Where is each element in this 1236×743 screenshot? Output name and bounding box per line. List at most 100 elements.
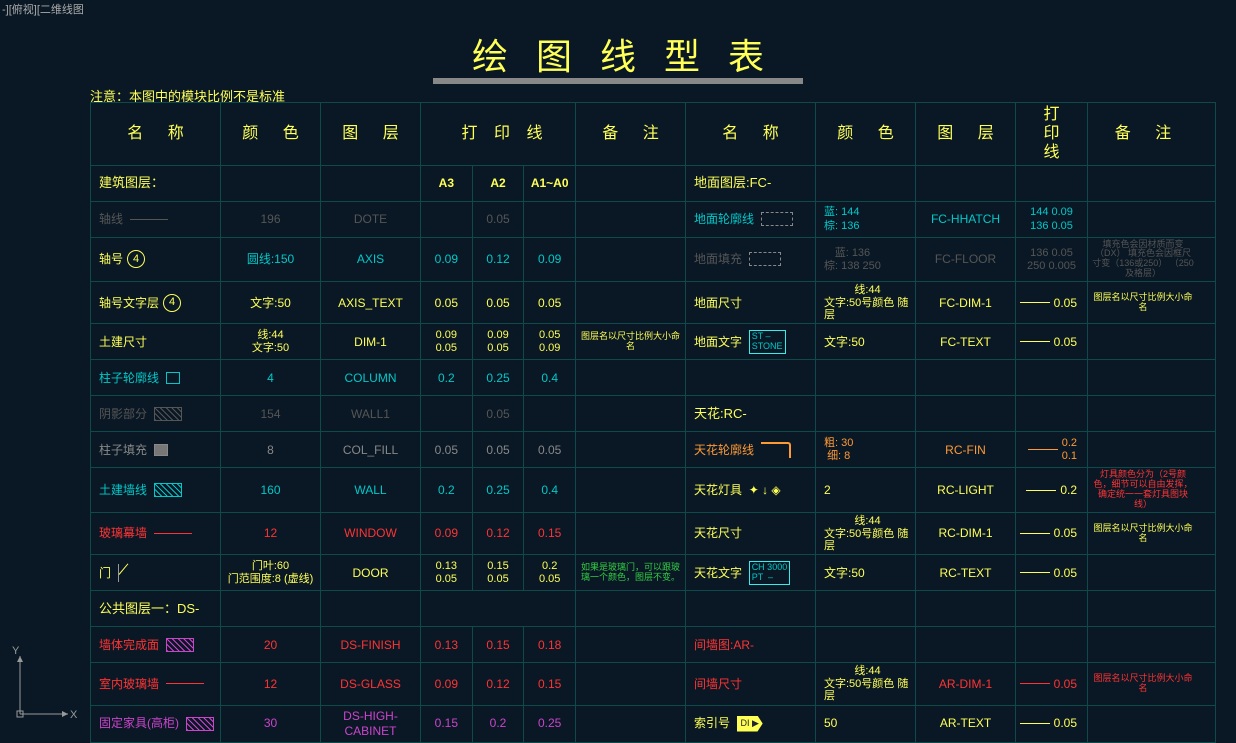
row-name-r: 地面填充 bbox=[686, 238, 816, 282]
row-note bbox=[576, 282, 686, 323]
row-color: 30 bbox=[221, 706, 321, 742]
row-color: 20 bbox=[221, 627, 321, 662]
row-note-r: 图层名以尺寸比例大小命名 bbox=[1088, 282, 1198, 323]
row-layer: COLUMN bbox=[321, 360, 421, 395]
table-row: 墙体完成面 20 DS-FINISH 0.130.150.18 间墙图:AR- bbox=[91, 627, 1215, 663]
row-print-r: 0.05 bbox=[1016, 324, 1088, 359]
hdr-print-r: 打 印 线 bbox=[1016, 103, 1088, 165]
row-note bbox=[576, 238, 686, 282]
row-layer: AXIS_TEXT bbox=[321, 282, 421, 323]
table-row: 玻璃幕墙 12 WINDOW 0.090.120.15 天花尺寸 线:44文字:… bbox=[91, 513, 1215, 555]
row-print: 0.150.20.25 bbox=[421, 706, 576, 742]
tab-label: -][俯视][二维线图 bbox=[2, 1, 84, 17]
row-color: 12 bbox=[221, 663, 321, 704]
row-name: 轴线 bbox=[91, 202, 221, 237]
row-note bbox=[576, 432, 686, 467]
row-note bbox=[576, 706, 686, 742]
row-note-r: 图层名以尺寸比例大小命名 bbox=[1088, 513, 1198, 554]
table-row: 室内玻璃墙 12 DS-GLASS 0.090.120.15 间墙尺寸 线:44… bbox=[91, 663, 1215, 705]
hdr-layer-r: 图 层 bbox=[916, 103, 1016, 165]
row-print: 0.090.120.15 bbox=[421, 513, 576, 554]
table-row: 固定家具(高柜) 30 DS-HIGH-CABINET 0.150.20.25 … bbox=[91, 706, 1215, 742]
row-name: 墙体完成面 bbox=[91, 627, 221, 662]
row-layer: DS-HIGH-CABINET bbox=[321, 706, 421, 742]
row-name-r: 地面轮廓线 bbox=[686, 202, 816, 237]
row-print: 0.090.050.090.050.050.09 bbox=[421, 324, 576, 359]
hdr-color-l: 颜 色 bbox=[221, 103, 321, 165]
row-name: 轴号 4 bbox=[91, 238, 221, 282]
hdr-layer-l: 图 层 bbox=[321, 103, 421, 165]
row-print-r: 144 0.09136 0.05 bbox=[1016, 202, 1088, 237]
row-note bbox=[576, 663, 686, 704]
row-layer: AXIS bbox=[321, 238, 421, 282]
row-name-r: 天花轮廓线 bbox=[686, 432, 816, 467]
hdr-name-l: 名 称 bbox=[91, 103, 221, 165]
row-color-r: 文字:50 bbox=[816, 324, 916, 359]
row-name: 室内玻璃墙 bbox=[91, 663, 221, 704]
row-note-r: 图层名以尺寸比例大小命名 bbox=[1088, 663, 1198, 704]
section-label-r: 地面图层:FC- bbox=[686, 166, 816, 201]
row-name: 柱子轮廓线 bbox=[91, 360, 221, 395]
row-print: 0.050.050.05 bbox=[421, 282, 576, 323]
row-print: 0.090.120.09 bbox=[421, 238, 576, 282]
table-row: 轴线 196 DOTE 0.05 地面轮廓线 蓝: 144棕: 136 FC-H… bbox=[91, 202, 1215, 238]
row-layer-r: RC-TEXT bbox=[916, 555, 1016, 590]
row-name: 门 bbox=[91, 555, 221, 590]
row-name: 土建尺寸 bbox=[91, 324, 221, 359]
row-name: 柱子填充 bbox=[91, 432, 221, 467]
hdr-note-r: 备 注 bbox=[1088, 103, 1198, 165]
row-print: 0.05 bbox=[421, 202, 576, 237]
row-color: 154 bbox=[221, 396, 321, 431]
ucs-icon: Y X bbox=[8, 644, 78, 724]
hdr-note-l: 备 注 bbox=[576, 103, 686, 165]
row-layer: WALL bbox=[321, 468, 421, 512]
svg-text:X: X bbox=[70, 709, 78, 721]
row-note: 如果是玻璃门，可以跟玻璃一个颜色，图层不变。 bbox=[576, 555, 686, 590]
row-name-r: 地面文字 ST – STONE bbox=[686, 324, 816, 359]
row-color: 8 bbox=[221, 432, 321, 467]
row-name-r: 天花文字 CH 3000 PT – bbox=[686, 555, 816, 590]
row-name: 阴影部分 bbox=[91, 396, 221, 431]
row-name-r: 地面尺寸 bbox=[686, 282, 816, 323]
row-name: 玻璃幕墙 bbox=[91, 513, 221, 554]
row-layer-r: FC-DIM-1 bbox=[916, 282, 1016, 323]
row-print: 0.050.050.05 bbox=[421, 432, 576, 467]
row-print: 0.130.050.150.050.20.05 bbox=[421, 555, 576, 590]
row-color-r: 线:44文字:50号颜色 随层 bbox=[816, 282, 916, 323]
title-underline bbox=[433, 78, 803, 84]
row-print: 0.130.150.18 bbox=[421, 627, 576, 662]
row-print: 0.20.250.4 bbox=[421, 468, 576, 512]
row-layer-r: RC-LIGHT bbox=[916, 468, 1016, 512]
row-color-r: 线:44文字:50号颜色 随层 bbox=[816, 513, 916, 554]
page-title: 绘图线型表 bbox=[0, 28, 1236, 80]
row-layer-r: FC-HHATCH bbox=[916, 202, 1016, 237]
row-name-r: 间墙尺寸 bbox=[686, 663, 816, 704]
row-layer: DIM-1 bbox=[321, 324, 421, 359]
row-color: 196 bbox=[221, 202, 321, 237]
row-name-r: 索引号 DI ▶ bbox=[686, 706, 816, 742]
table-header-row: 名 称 颜 色 图 层 打 印 线 备 注 名 称 颜 色 图 层 打 印 线 … bbox=[91, 103, 1215, 166]
row-note bbox=[576, 513, 686, 554]
row-color: 线:44文字:50 bbox=[221, 324, 321, 359]
row-note bbox=[576, 627, 686, 662]
row-color-r: 蓝: 136棕: 138 250 bbox=[816, 238, 916, 282]
row-note-r: 填充色会因材质而变（DX） 填充色会因框尺寸变（136或250） （250 及格… bbox=[1088, 238, 1198, 282]
hdr-color-r: 颜 色 bbox=[816, 103, 916, 165]
row-print: 0.05 bbox=[421, 396, 576, 431]
row-note-r bbox=[1088, 432, 1198, 467]
row-layer-r: FC-FLOOR bbox=[916, 238, 1016, 282]
row-print-r: 0.2 bbox=[1016, 468, 1088, 512]
table-row: 轴号文字层 4 文字:50 AXIS_TEXT 0.050.050.05 地面尺… bbox=[91, 282, 1215, 324]
row-color: 文字:50 bbox=[221, 282, 321, 323]
row-note bbox=[576, 396, 686, 431]
section-label-r: 间墙图:AR- bbox=[686, 627, 816, 662]
row-name: 固定家具(高柜) bbox=[91, 706, 221, 742]
row-note-r bbox=[1088, 555, 1198, 590]
table-row: 门 门叶:60门范围度:8 (虚线) DOOR 0.130.050.150.05… bbox=[91, 555, 1215, 591]
row-note: 图层名以尺寸比例大小命名 bbox=[576, 324, 686, 359]
row-layer: COL_FILL bbox=[321, 432, 421, 467]
table-row: 土建尺寸 线:44文字:50 DIM-1 0.090.050.090.050.0… bbox=[91, 324, 1215, 360]
table-row: 柱子轮廓线 4 COLUMN 0.20.250.4 bbox=[91, 360, 1215, 396]
row-layer-r: AR-TEXT bbox=[916, 706, 1016, 742]
row-print-r: 0.05 bbox=[1016, 282, 1088, 323]
